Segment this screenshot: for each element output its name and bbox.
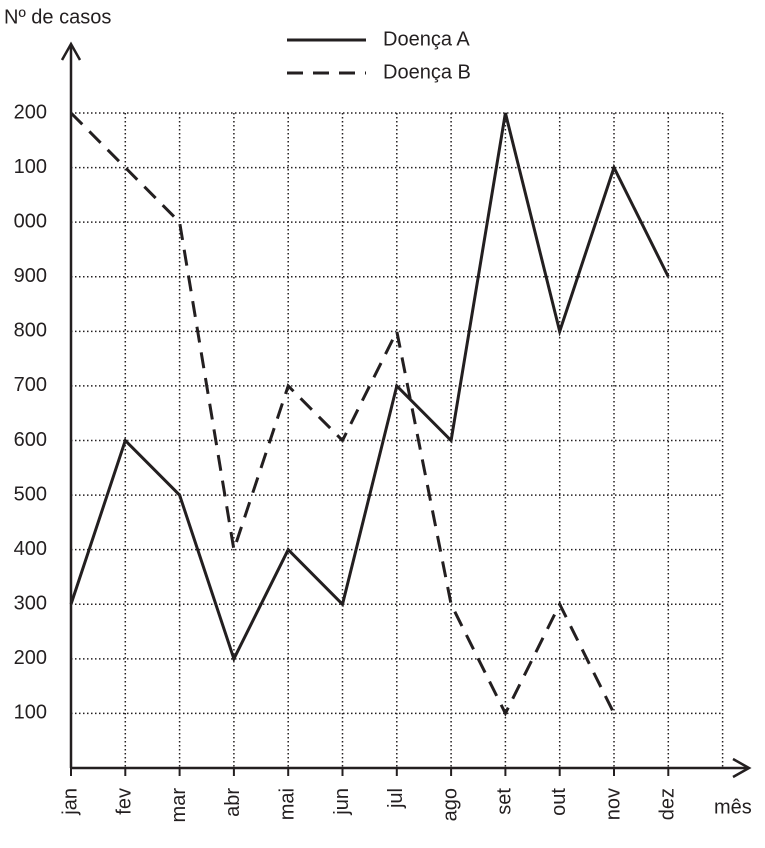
y-tick-label: 600	[14, 429, 47, 451]
x-tick-label: jun	[331, 788, 353, 816]
y-tick-label: 100	[14, 702, 47, 724]
y-tick-label: 800	[14, 320, 47, 342]
data-line	[69, 112, 670, 663]
y-axis-arrow	[60, 41, 82, 61]
y-tick-label: 700	[14, 374, 47, 396]
legend-label: Doença B	[383, 61, 471, 83]
x-tick-label: nov	[602, 788, 624, 820]
y-tick-label: 300	[14, 593, 47, 615]
x-tick-label: abr	[222, 788, 244, 817]
y-tick-label: 100	[14, 156, 47, 178]
x-tick-label: ago	[439, 788, 461, 821]
x-tick-label: dez	[657, 788, 679, 820]
y-tick-label: 500	[14, 483, 47, 505]
x-tick-label: out	[548, 788, 570, 816]
x-axis-title: mês	[714, 796, 752, 818]
data-line	[69, 111, 616, 717]
y-tick-label: 400	[14, 538, 47, 560]
y-tick-label: 200	[14, 101, 47, 123]
x-tick-label: fev	[114, 788, 136, 815]
y-tick-label: 000	[14, 210, 47, 232]
y-axis-title: Nº de casos	[4, 6, 111, 28]
x-axis-arrow	[732, 757, 752, 779]
y-tick-label: 900	[14, 265, 47, 287]
x-tick-label: set	[494, 788, 516, 815]
y-tick-label: 200	[14, 647, 47, 669]
x-tick-label: mai	[276, 788, 298, 820]
x-tick-label: jul	[385, 788, 407, 809]
x-tick-label: mar	[168, 788, 190, 823]
legend-label: Doença A	[383, 28, 470, 50]
x-tick-label: jan	[59, 788, 81, 816]
